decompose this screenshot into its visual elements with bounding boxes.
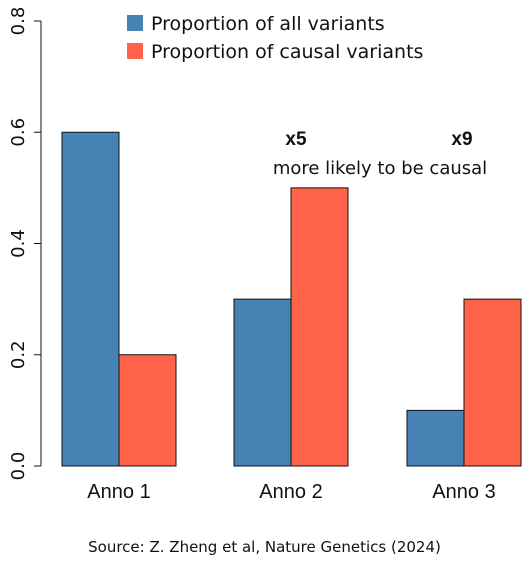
source-note: Source: Z. Zheng et al, Nature Genetics … (88, 538, 441, 556)
legend-label: Proportion of causal variants (151, 41, 423, 63)
fold-change-label: x9 (451, 129, 472, 150)
category-label: Anno 2 (259, 481, 322, 503)
category-label: Anno 3 (432, 481, 495, 503)
bar-all-anno-1 (61, 131, 120, 467)
legend-label: Proportion of all variants (151, 13, 385, 35)
y-tick-label: 0.2 (8, 340, 29, 369)
bar-causal-anno-3 (463, 298, 522, 467)
y-axis: 0.0 0.2 0.4 0.6 0.8 (8, 7, 42, 481)
annotations: x5 x9 more likely to be causal (273, 129, 487, 179)
bar-causal-anno-2 (290, 187, 349, 467)
fold-change-label: x5 (285, 129, 307, 150)
y-tick-label: 0.8 (8, 7, 29, 36)
y-tick-label: 0.6 (8, 118, 29, 147)
category-labels: Anno 1 Anno 2 Anno 3 (87, 481, 495, 503)
bar-causal-anno-1 (118, 354, 177, 467)
y-tick-label: 0.4 (8, 229, 29, 258)
bars-group (61, 131, 522, 467)
category-label: Anno 1 (87, 481, 150, 503)
bar-all-anno-2 (233, 298, 292, 467)
annotation-note: more likely to be causal (273, 158, 487, 179)
legend-swatch-causal (127, 43, 143, 59)
legend-swatch-all (127, 15, 143, 31)
legend: Proportion of all variants Proportion of … (127, 13, 423, 63)
bar-all-anno-3 (406, 409, 465, 467)
y-tick-label: 0.0 (8, 452, 29, 481)
